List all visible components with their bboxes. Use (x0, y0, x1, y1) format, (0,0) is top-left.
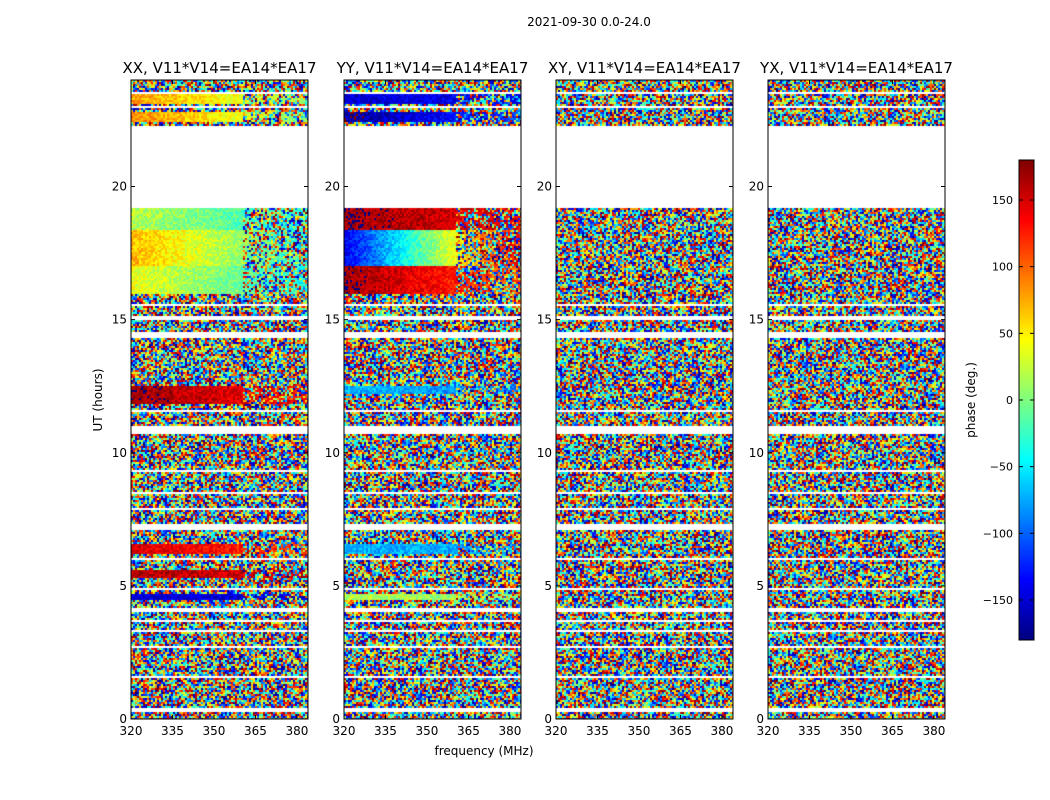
x-tick-label: 320 (757, 724, 780, 738)
x-tick-label: 350 (203, 724, 226, 738)
axes-frame (767, 79, 946, 720)
y-tick-label: 20 (749, 180, 764, 194)
y-tick-label: 5 (756, 579, 764, 593)
colorbar-gradient (1019, 160, 1034, 640)
y-tick-label: 10 (112, 446, 127, 460)
y-tick-label: 20 (112, 180, 127, 194)
panel-title: YX, V11*V14=EA14*EA17 (759, 59, 953, 77)
colorbar-tick-label: −150 (983, 594, 1013, 607)
x-tick-label: 320 (545, 724, 568, 738)
y-tick-label: 15 (749, 313, 764, 327)
x-tick-label: 380 (498, 724, 521, 738)
y-axis-label: UT (hours) (91, 368, 105, 431)
panels: XX, V11*V14=EA14*EA17 320 335 350 365 380 0 5 10… (112, 59, 953, 738)
y-tick-label: 10 (325, 446, 340, 460)
y-tick-label: 0 (544, 712, 552, 726)
y-tick-label: 10 (749, 446, 764, 460)
x-tick-label: 365 (669, 724, 692, 738)
y-tick-label: 15 (537, 313, 552, 327)
x-tick-label: 335 (798, 724, 821, 738)
heatmap-image (131, 80, 308, 719)
axes-frame (343, 79, 522, 720)
heatmap-image (768, 80, 945, 719)
y-tick-label: 0 (332, 712, 340, 726)
y-tick-label: 15 (325, 313, 340, 327)
colorbar-tick-label: 50 (999, 327, 1013, 340)
x-tick-label: 350 (416, 724, 439, 738)
y-tick-label: 10 (537, 446, 552, 460)
x-tick-label: 350 (840, 724, 863, 738)
y-tick-label: 5 (544, 579, 552, 593)
x-tick-label: 320 (333, 724, 356, 738)
panel-title: XY, V11*V14=EA14*EA17 (548, 59, 741, 77)
heatmap-image (556, 80, 733, 719)
heatmap-image (344, 80, 521, 719)
panel-title: XX, V11*V14=EA14*EA17 (122, 59, 316, 77)
x-tick-label: 320 (120, 724, 143, 738)
colorbar-label: phase (deg.) (964, 362, 978, 438)
colorbar: −150 −100 −50 0 50 100 150 (983, 159, 1035, 641)
y-tick-label: 0 (756, 712, 764, 726)
x-tick-label: 365 (881, 724, 904, 738)
suptitle: 2021-09-30 0.0-24.0 (527, 15, 651, 29)
heatmap-panel-yy: YY, V11*V14=EA14*EA17 320 335 350 365 380 0 5 10… (325, 59, 529, 738)
colorbar-tick-label: 0 (1006, 394, 1013, 407)
x-axis-label: frequency (MHz) (434, 744, 533, 758)
y-tick-label: 15 (112, 313, 127, 327)
x-tick-label: 365 (244, 724, 267, 738)
colorbar-tick-label: −100 (983, 527, 1013, 540)
x-tick-label: 335 (161, 724, 184, 738)
x-tick-label: 380 (922, 724, 945, 738)
axes-frame (555, 79, 734, 720)
x-tick-label: 380 (285, 724, 308, 738)
axes-frame (130, 79, 309, 720)
panel-title: YY, V11*V14=EA14*EA17 (336, 59, 529, 77)
x-tick-label: 350 (628, 724, 651, 738)
colorbar-tick-label: −50 (990, 461, 1013, 474)
y-tick-label: 20 (537, 180, 552, 194)
colorbar-tick-label: 100 (992, 261, 1013, 274)
x-tick-label: 335 (374, 724, 397, 738)
heatmap-panel-xy: XY, V11*V14=EA14*EA17 320 335 350 365 380 0 5 10… (537, 59, 741, 738)
x-tick-label: 365 (457, 724, 480, 738)
x-tick-label: 335 (586, 724, 609, 738)
colorbar-tick-label: 150 (992, 194, 1013, 207)
y-tick-label: 20 (325, 180, 340, 194)
y-tick-label: 0 (119, 712, 127, 726)
heatmap-panel-xx: XX, V11*V14=EA14*EA17 320 335 350 365 380 0 5 10… (112, 59, 317, 738)
heatmap-panel-yx: YX, V11*V14=EA14*EA17 320 335 350 365 380 0 5 10… (749, 59, 953, 738)
y-tick-label: 5 (332, 579, 340, 593)
x-tick-label: 380 (710, 724, 733, 738)
y-tick-label: 5 (119, 579, 127, 593)
